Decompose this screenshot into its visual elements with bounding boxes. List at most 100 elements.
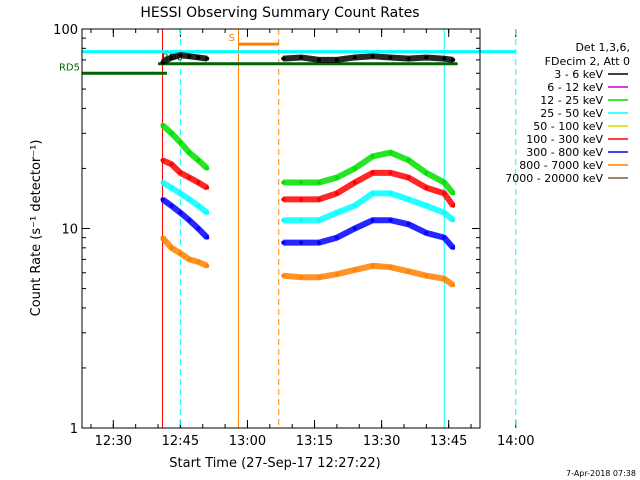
series-point [317,218,322,223]
series-line [283,169,456,208]
legend-entry-label: 6 - 12 keV [547,81,603,94]
x-tick-label: 13:30 [363,434,400,449]
series-point [281,56,286,61]
series-point [317,240,322,245]
series-point [451,191,456,196]
plot-frame [81,28,481,429]
series-point [169,245,174,250]
y-tick-label: 1 [70,422,78,437]
legend-entry-label: 3 - 6 keV [554,68,603,81]
series-point [196,55,201,60]
series-point [178,251,183,256]
series-point [187,150,192,155]
series-point [299,197,304,202]
series-point [406,197,411,202]
series-point [388,55,393,60]
y-axis-title-group: Count Rate (s⁻¹ detector⁻¹) [29,140,44,317]
legend-header: FDecim 2, Att 0 [545,55,630,68]
series-point [370,54,375,59]
series-point [317,197,322,202]
series-point [178,53,183,58]
series-point [196,203,201,208]
series-point [451,283,456,288]
series-point [281,218,286,223]
interval-label: S [229,33,235,44]
legend-header: Det 1,3,6, [575,41,630,54]
series-point [169,131,174,136]
series-point [451,218,456,223]
series-point [299,240,304,245]
series-point [352,203,357,208]
y-axis-title: Count Rate (s⁻¹ detector⁻¹) [29,140,44,317]
series-point [187,218,192,223]
y-tick-label: 10 [61,223,78,238]
series-point [370,191,375,196]
chart-title: HESSI Observing Summary Count Rates [140,5,419,21]
series-point [442,276,447,281]
series-point [424,55,429,60]
legend-entry-label: 50 - 100 keV [533,120,603,133]
series-point [187,197,192,202]
series-point [334,191,339,196]
series-point [451,245,456,250]
series-point [205,185,210,190]
series-point [196,259,201,264]
series-point [169,55,174,60]
series-point [178,170,183,175]
series-point [388,218,393,223]
series-point [205,263,210,268]
series-point [169,203,174,208]
series-point [451,57,456,62]
series-point [370,218,375,223]
series-point [169,162,174,167]
series-point [352,166,357,171]
series-point [424,273,429,278]
series-line [161,52,208,66]
series-line [160,235,209,269]
series-point [424,203,429,208]
legend-entry-label: 800 - 7000 keV [519,159,603,172]
x-tick-label: 13:00 [229,434,266,449]
series-point [388,191,393,196]
series-point [196,180,201,185]
series-point [187,175,192,180]
series-point [388,265,393,270]
series-point [451,203,456,208]
legend-entry-label: 300 - 800 keV [526,146,603,159]
series-point [299,218,304,223]
series-point [334,175,339,180]
series-point [334,272,339,277]
series-point [299,180,304,185]
series-point [442,191,447,196]
series-point [424,230,429,235]
series-point [317,180,322,185]
series-point [352,180,357,185]
series-point [205,235,210,240]
series-point [317,275,322,280]
series-point [442,180,447,185]
footer-date: 7-Apr-2018 07:38 [566,469,636,478]
series-point [281,197,286,202]
series-point [352,55,357,60]
plot-area: 12:30 12:45 13:00 13:15 13:30 13:45 14:00 1 10 10… [53,23,534,449]
x-tick-label: 12:45 [162,434,199,449]
y-tick-label: 100 [53,23,78,38]
series-point [196,226,201,231]
series-point [424,170,429,175]
series-point [196,158,201,163]
series-point [205,56,210,61]
legend-entry-label: 12 - 25 keV [540,94,603,107]
series-point [160,235,165,240]
series-point [205,166,210,171]
series-point [442,235,447,240]
series-point [388,170,393,175]
series-point [334,57,339,62]
series-line [160,122,210,171]
series-point [178,140,183,145]
series-point [442,56,447,61]
series-point [205,210,210,215]
series-point [406,222,411,227]
series-point [178,210,183,215]
series-point [406,269,411,274]
